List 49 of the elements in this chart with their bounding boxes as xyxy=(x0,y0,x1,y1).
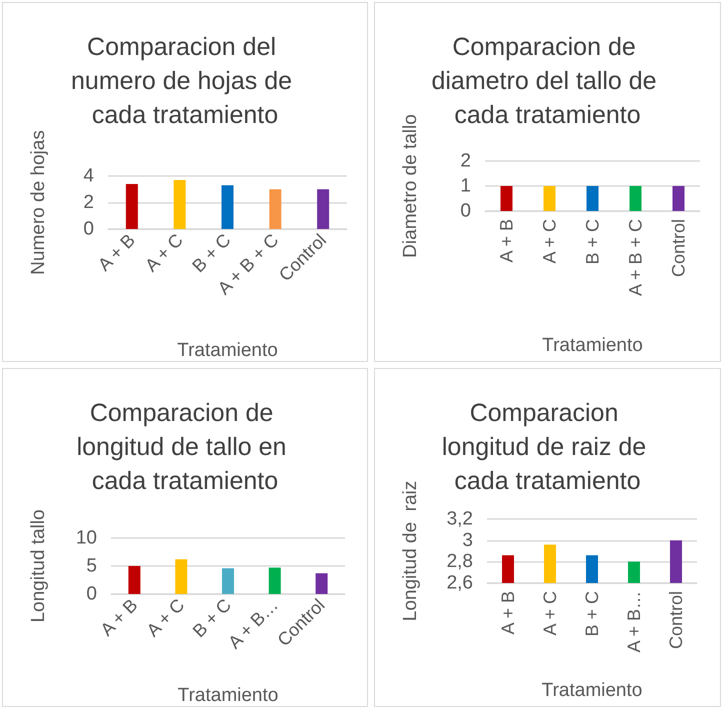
x-tick-label: A + C xyxy=(142,594,188,641)
bar xyxy=(175,559,188,594)
bar xyxy=(317,189,330,229)
x-axis-title: Tratamiento xyxy=(178,685,278,706)
y-tick-label: 2 xyxy=(460,150,471,172)
bar xyxy=(222,185,234,229)
y-axis-title: Numero de hojas xyxy=(28,130,49,275)
y-tick-label: 3,2 xyxy=(446,508,473,530)
x-tick-label: A + B xyxy=(96,594,142,640)
y-tick-label: 4 xyxy=(83,166,94,186)
y-tick-label: 2,6 xyxy=(446,572,473,594)
x-tick-label: A + B xyxy=(496,219,516,263)
y-axis-title: Longitud tallo xyxy=(28,509,49,623)
x-axis-title: Tratamiento xyxy=(542,335,643,356)
x-tick-label: A + B + C xyxy=(626,219,646,296)
x-tick-label: A + B xyxy=(498,591,518,635)
y-axis-title: Diametro de tallo xyxy=(400,114,421,258)
y-tick-label: 1 xyxy=(460,176,471,196)
x-axis-title: Tratamiento xyxy=(177,340,278,361)
chart-title: Comparacion longitud de raiz de cada tratamiento xyxy=(442,399,654,495)
y-tick-label: 10 xyxy=(76,528,97,548)
x-tick-label: A + C xyxy=(540,591,560,636)
bar xyxy=(222,568,234,594)
y-tick-label: 5 xyxy=(86,556,97,576)
x-tick-label: B + C xyxy=(582,591,602,637)
bar xyxy=(128,566,140,594)
x-axis-title: Tratamiento xyxy=(542,680,642,701)
x-tick-label: Control xyxy=(668,219,688,278)
x-tick-label: A + B… xyxy=(624,591,644,653)
bar xyxy=(174,180,186,229)
chart-title: Comparacion de longitud de tallo en cada tratamiento xyxy=(76,399,294,495)
y-tick-label: 2,8 xyxy=(446,551,473,572)
x-tick-label: A + B xyxy=(94,230,139,275)
chart-title: Comparacion de diametro del tallo de cada tratamiento xyxy=(431,33,664,129)
y-tick-label: 0 xyxy=(460,200,471,222)
y-tick-label: 3 xyxy=(462,530,473,551)
bar xyxy=(126,184,138,229)
x-tick-label: A + C xyxy=(540,219,560,264)
bar xyxy=(268,568,281,594)
y-tick-label: 2 xyxy=(83,192,94,213)
bar xyxy=(316,573,328,594)
y-tick-label: 0 xyxy=(86,584,97,604)
y-axis-title: Longitud de raiz xyxy=(400,480,421,622)
chart-title: Comparacion del numero de hojas de cada tratamiento xyxy=(71,33,299,129)
bar xyxy=(269,189,282,229)
y-tick-label: 0 xyxy=(83,218,94,240)
x-tick-label: B + C xyxy=(582,219,602,265)
x-tick-label: Control xyxy=(666,591,686,650)
x-tick-label: A + C xyxy=(141,230,187,276)
